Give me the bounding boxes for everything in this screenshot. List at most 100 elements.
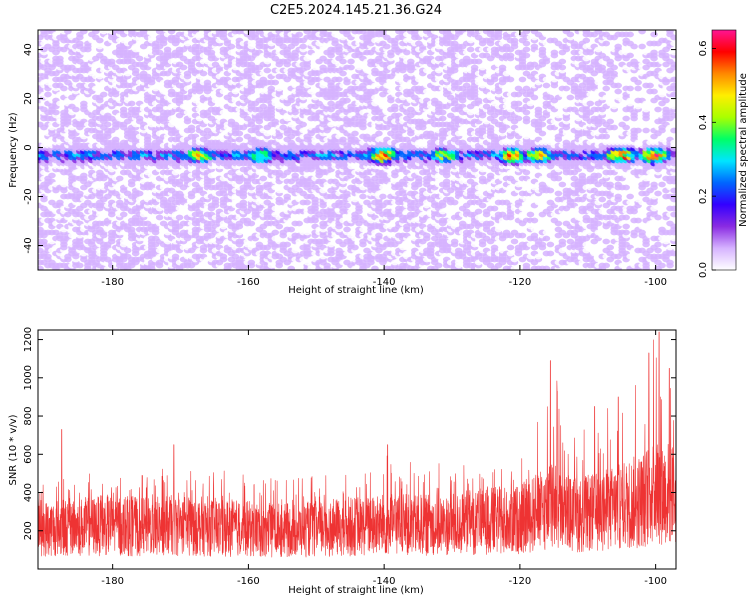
heatmap-cell [235, 130, 244, 137]
heatmap-cell [359, 226, 367, 233]
heatmap-cell [355, 64, 363, 71]
heatmap-cell [100, 91, 108, 98]
heatmap-cell [199, 70, 208, 77]
heatmap-cells [38, 30, 676, 270]
heatmap-cell [38, 265, 44, 270]
heatmap-cell [283, 241, 292, 248]
heatmap-cell [76, 40, 84, 47]
heatmap-cell [187, 124, 196, 131]
heatmap-cell [64, 30, 72, 35]
heatmap-cell [76, 190, 84, 197]
heatmap-cell [271, 79, 280, 86]
heatmap-cell [347, 64, 355, 71]
heatmap-cell [38, 136, 44, 143]
heatmap-cell [331, 37, 339, 44]
heatmap-cell [123, 70, 132, 77]
heatmap-cell [295, 31, 303, 38]
heatmap-cell [351, 130, 359, 137]
heatmap-cell [80, 100, 88, 107]
heatmap-cell [179, 64, 188, 71]
heatmap-cell [92, 30, 100, 35]
heatmap-cell [339, 58, 347, 65]
heatmap-cell [48, 172, 56, 179]
heatmap-cell [263, 67, 272, 74]
heatmap-cell [295, 220, 303, 227]
heatmap-cell [92, 85, 100, 92]
heatmap-cell [442, 178, 451, 185]
heatmap-cell [96, 73, 104, 80]
heatmap-cell [111, 136, 120, 143]
heatmap-cell [227, 43, 236, 50]
heatmap-cell [375, 232, 383, 239]
heatmap-cell [391, 259, 399, 266]
heatmap-cell [438, 115, 447, 122]
heatmap-cell [80, 30, 88, 35]
figure-title: C2E5.2024.145.21.36.G24 [270, 3, 442, 18]
heatmap-cell [343, 190, 351, 197]
heatmap-cell [60, 85, 68, 92]
heatmap-cell [155, 247, 164, 254]
heatmap-cell [119, 238, 128, 245]
heatmap-cell [135, 190, 144, 197]
heatmap-cell [291, 172, 299, 179]
heatmap-cell [179, 208, 188, 215]
heatmap-cell [359, 193, 367, 200]
heatmap-cell [327, 241, 335, 248]
heatmap-cell [239, 199, 248, 206]
heatmap-cell [379, 193, 387, 200]
heatmap-cell [72, 106, 80, 113]
heatmap-cell [40, 238, 48, 245]
heatmap-cell [119, 211, 128, 218]
heatmap-cell [100, 211, 108, 218]
heatmap-cell [327, 172, 335, 179]
heatmap-cell [135, 55, 144, 62]
heatmap-cell [115, 175, 124, 182]
heatmap-cell [415, 175, 423, 182]
heatmap-cell [139, 30, 148, 35]
heatmap-cell [159, 88, 168, 95]
heatmap-cell [347, 58, 355, 65]
heatmap-cell [207, 49, 216, 56]
heatmap-cell [311, 196, 319, 203]
heatmap-cell [422, 232, 431, 239]
heatmap-cell [219, 30, 228, 35]
heatmap-cell [143, 133, 152, 140]
heatmap-cell [247, 94, 256, 101]
heatmap-cell [56, 55, 64, 62]
heatmap-cell [123, 247, 132, 254]
heatmap-cell [339, 70, 347, 77]
heatmap-cell [155, 214, 164, 221]
heatmap-cell [323, 262, 331, 269]
heatmap-cell [299, 127, 307, 134]
heatmap-cell [56, 175, 64, 182]
heatmap-cell [107, 58, 116, 65]
heatmap-cell [403, 49, 411, 56]
heatmap-cell [44, 253, 52, 260]
heatmap-cell [263, 130, 272, 137]
heatmap-cell [219, 253, 228, 260]
heatmap-cell [383, 187, 391, 194]
heatmap-cell [179, 103, 188, 110]
heatmap-cell [283, 193, 292, 200]
heatmap-cell [235, 229, 244, 236]
heatmap-cell [247, 259, 256, 266]
heatmap-cell [299, 121, 307, 128]
heatmap-cell [327, 121, 335, 128]
heatmap-cell [271, 118, 280, 125]
heatmap-cell [434, 262, 443, 269]
heatmap-cell [171, 169, 180, 176]
heatmap-cell [56, 199, 64, 206]
heatmap-cell [131, 67, 140, 74]
heatmap-cell [422, 88, 431, 95]
heatmap-cell [235, 136, 244, 143]
heatmap-cell [76, 94, 84, 101]
heatmap-cell [438, 109, 447, 116]
heatmap-cell [100, 30, 108, 35]
heatmap-cell [76, 262, 84, 269]
heatmap-cell [383, 43, 391, 50]
heatmap-cell [407, 58, 415, 65]
heatmap-cell [167, 121, 176, 128]
heatmap-cell [52, 109, 60, 116]
heatmap-cell [127, 100, 136, 107]
